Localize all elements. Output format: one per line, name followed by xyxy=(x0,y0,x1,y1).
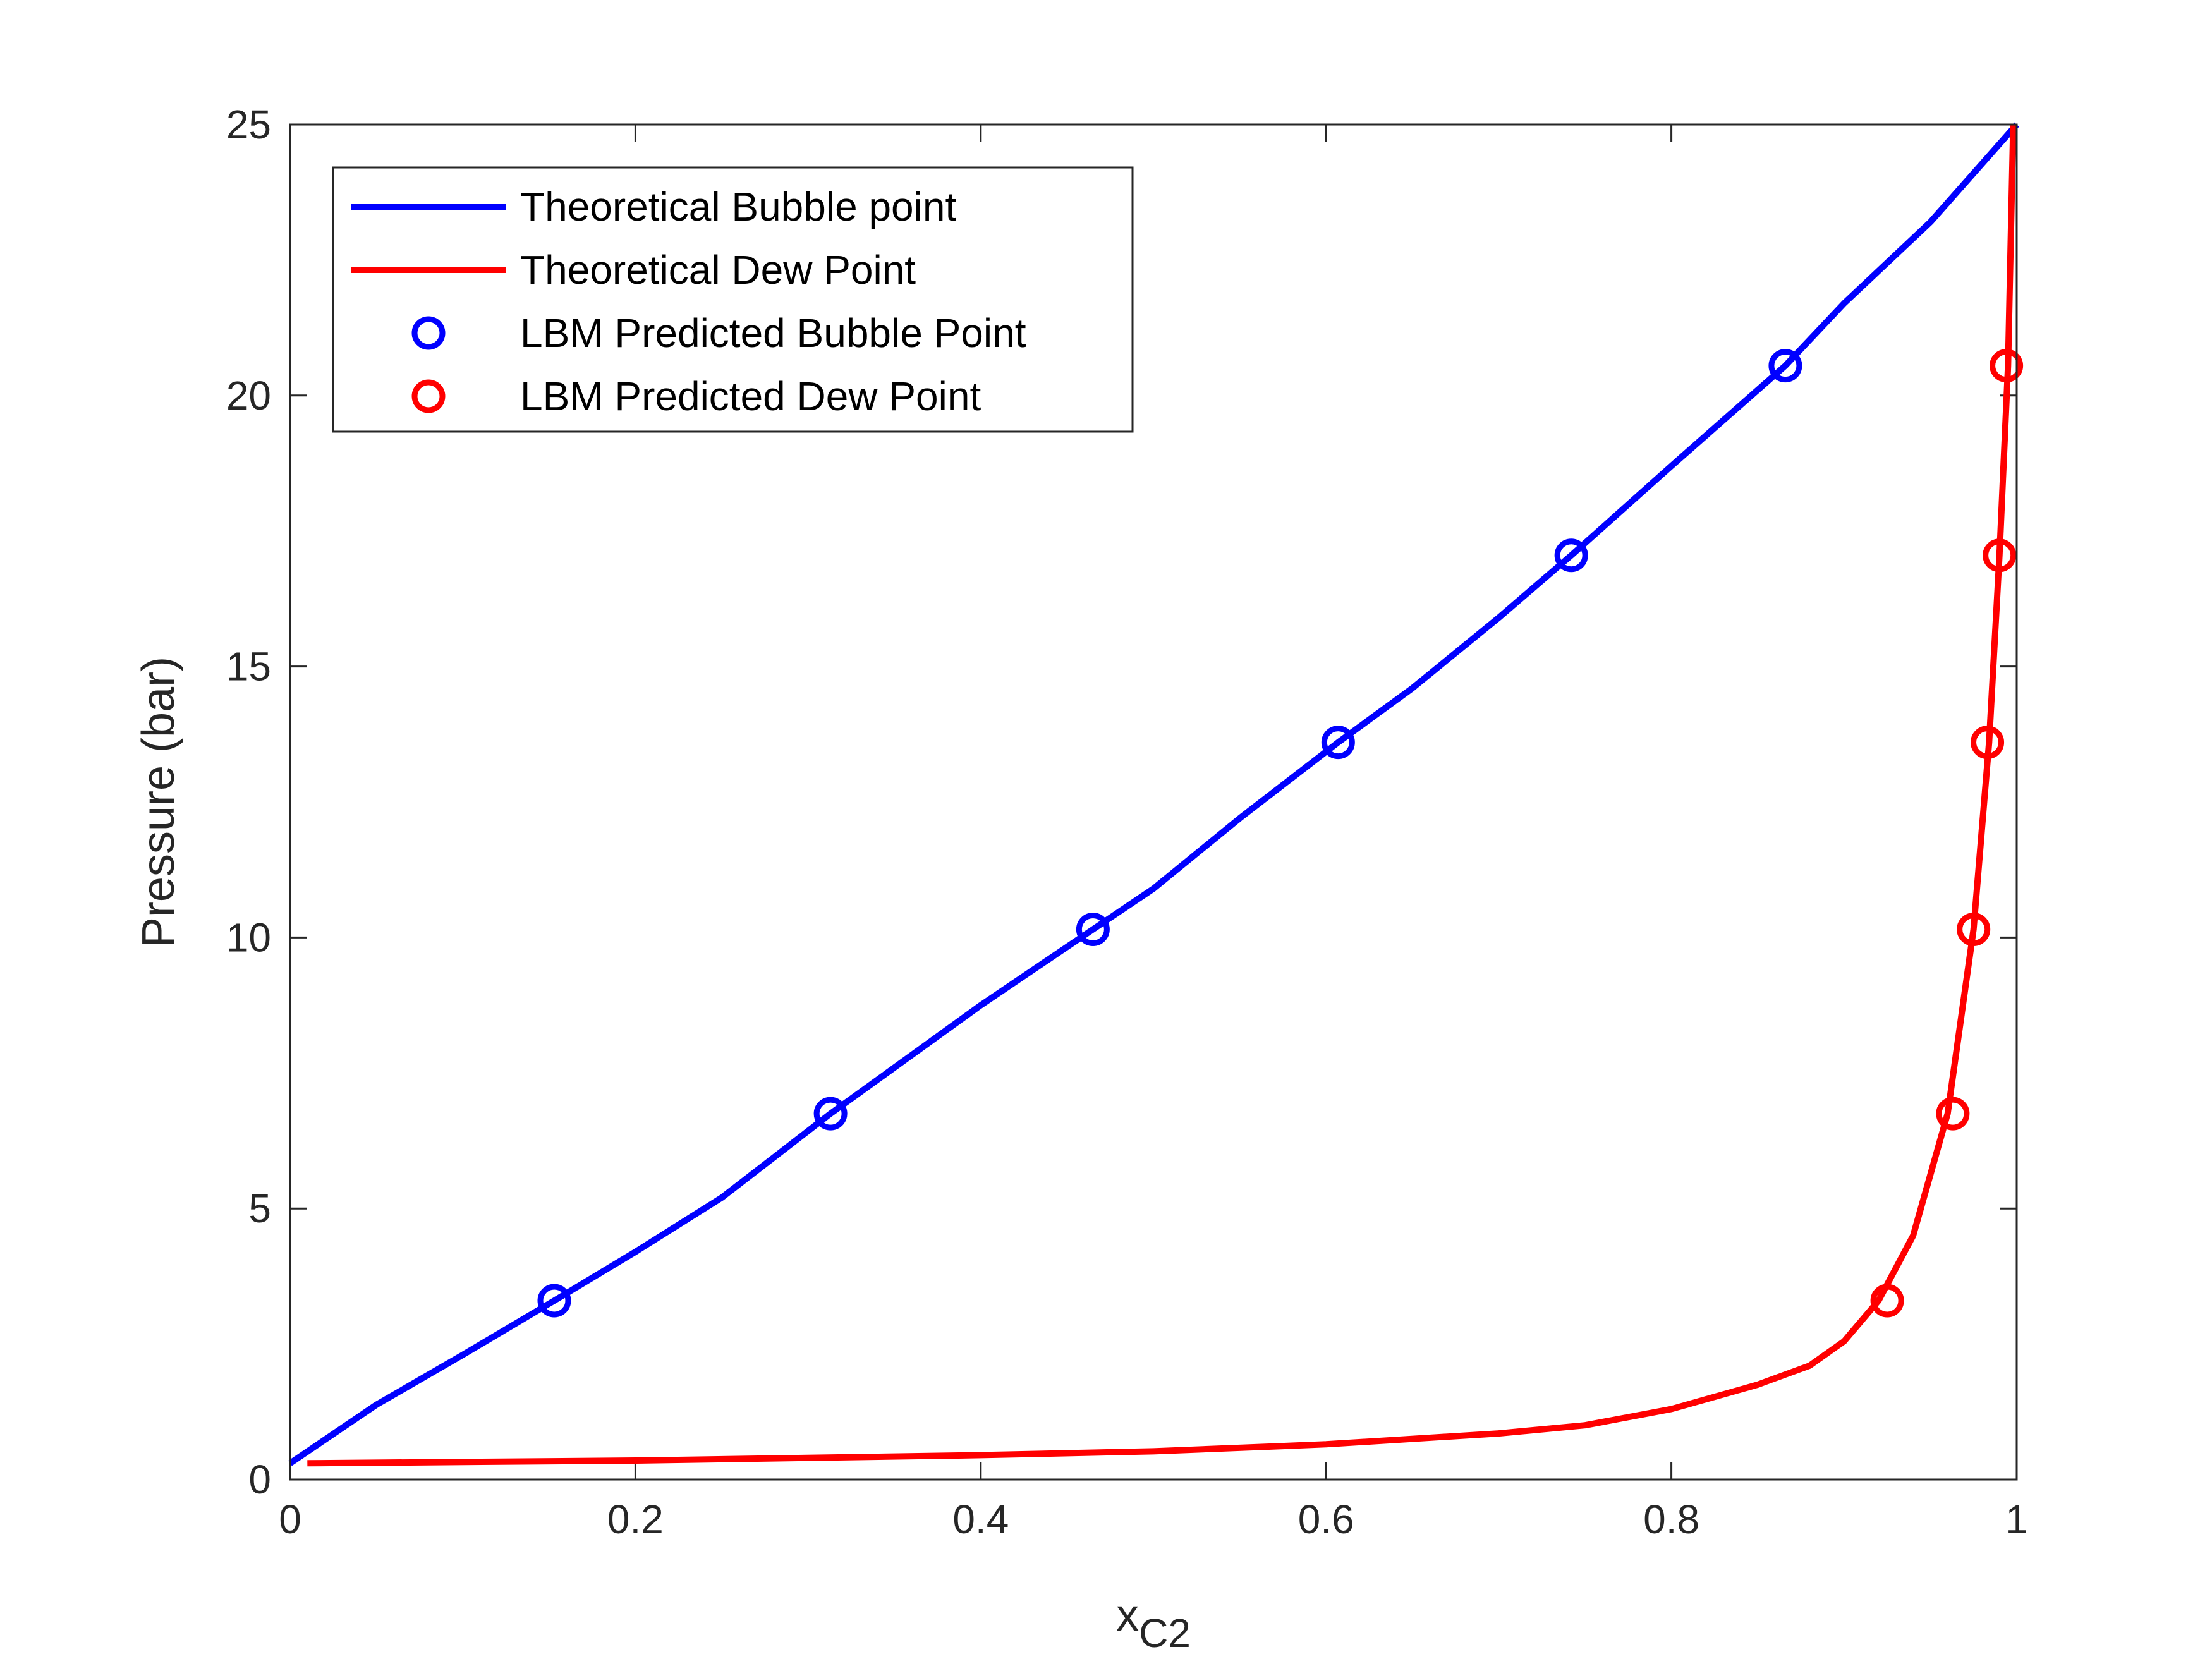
x-axis-label-main: x xyxy=(1116,1590,1139,1641)
y-tick-label: 15 xyxy=(226,644,271,690)
theoretical-dew-point-line xyxy=(307,124,2017,1467)
x-tick-label: 0.6 xyxy=(1298,1497,1354,1542)
legend-label-lbm-predicted-dew-point: LBM Predicted Dew Point xyxy=(520,374,981,419)
legend-label-theoretical-bubble-point: Theoretical Bubble point xyxy=(520,184,956,229)
x-tick-label: 0 xyxy=(279,1497,301,1542)
lbm-predicted-dew-point-marker xyxy=(1957,913,1991,947)
lbm-predicted-bubble-point-marker xyxy=(1321,726,1355,760)
y-axis-label: Pressure (bar) xyxy=(133,657,184,947)
x-tick-label: 1 xyxy=(2005,1497,2028,1542)
legend-label-lbm-predicted-bubble-point: LBM Predicted Bubble Point xyxy=(520,310,1026,356)
lbm-predicted-dew-point-marker xyxy=(1990,349,2024,383)
legend-swatch-lbm-predicted-dew-point xyxy=(411,379,446,413)
theoretical-bubble-point-line xyxy=(288,122,2019,1466)
lbm-predicted-bubble-point-marker xyxy=(537,1284,571,1318)
y-tick-label: 10 xyxy=(226,915,271,960)
lbm-predicted-bubble-point-marker xyxy=(1768,349,1802,383)
lbm-predicted-dew-point-marker xyxy=(1936,1097,1970,1131)
legend: Theoretical Bubble point Theoretical Dew … xyxy=(332,166,1134,433)
x-axis-label: xC2 xyxy=(1116,1590,1191,1656)
x-tick-label: 0.8 xyxy=(1643,1497,1699,1542)
y-tick-label: 20 xyxy=(226,373,271,418)
series-layer xyxy=(288,122,2024,1467)
y-tick-label: 25 xyxy=(226,102,271,147)
x-tick-label: 0.2 xyxy=(607,1497,664,1542)
legend-swatch-lbm-predicted-bubble-point xyxy=(411,316,446,350)
lbm-predicted-dew-point-marker xyxy=(1870,1284,1904,1318)
x-axis-label-subscript: C2 xyxy=(1139,1610,1191,1656)
axes-box xyxy=(289,123,2018,1481)
lbm-predicted-bubble-point-marker xyxy=(1554,538,1588,573)
lbm-predicted-dew-point-marker xyxy=(1983,538,2017,573)
y-tick-label: 5 xyxy=(248,1186,271,1231)
lbm-predicted-bubble-point-marker xyxy=(1076,913,1110,947)
lbm-predicted-dew-point-marker xyxy=(1971,726,2005,760)
lbm-predicted-bubble-point-marker xyxy=(813,1097,848,1131)
legend-label-theoretical-dew-point: Theoretical Dew Point xyxy=(520,247,916,293)
legend-box xyxy=(332,166,1134,433)
y-tick-label: 0 xyxy=(248,1457,271,1502)
x-tick-label: 0.4 xyxy=(952,1497,1009,1542)
